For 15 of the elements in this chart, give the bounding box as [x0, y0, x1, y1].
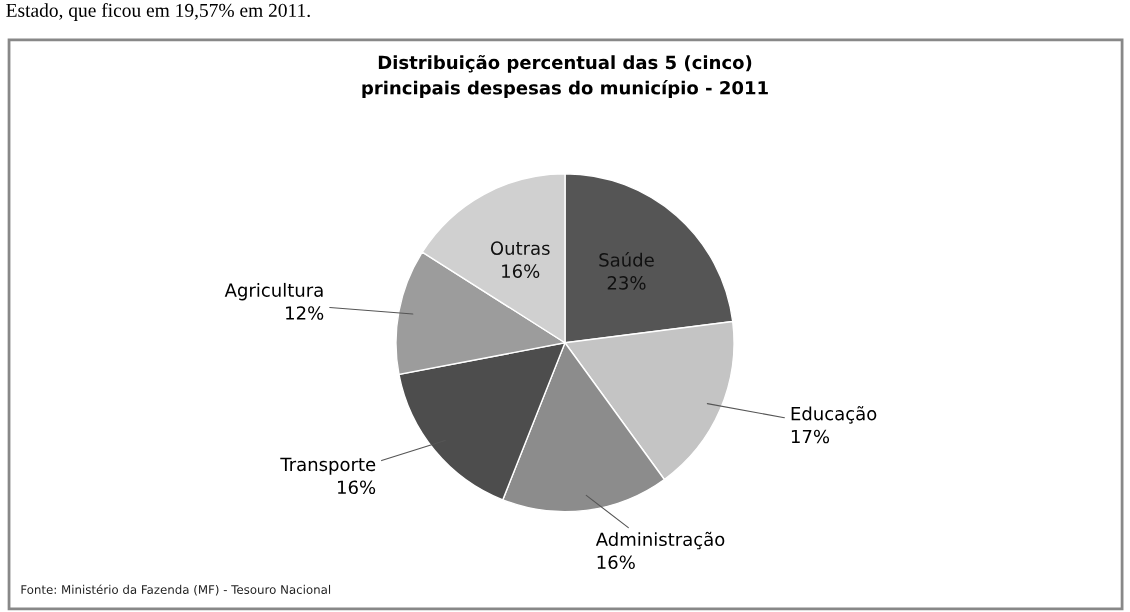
- slice-label: Agricultura: [224, 282, 323, 301]
- slice-label: Saúde: [599, 252, 654, 267]
- data-label: 16%: [502, 264, 540, 278]
- data-label: 12%: [286, 306, 324, 320]
- slice-label: Educação: [791, 406, 877, 424]
- source-note: Fonte: Ministério da Fazenda (MF) - Tesouro Nacional: [21, 584, 331, 596]
- slice-label: Outras: [490, 241, 550, 256]
- data-label: 16%: [338, 480, 376, 495]
- slice-label: Transporte: [280, 457, 376, 475]
- data-label: 17%: [791, 429, 830, 444]
- data-label: 16%: [597, 555, 635, 570]
- data-label: 23%: [607, 276, 646, 290]
- chart-title: Distribuição percentual das 5 (cinco) principais despesas do município - 2011: [362, 54, 768, 99]
- slice-label: Administração: [595, 531, 725, 550]
- text: Estado, que ficou em 19,57% em 2011.: [6, 3, 310, 21]
